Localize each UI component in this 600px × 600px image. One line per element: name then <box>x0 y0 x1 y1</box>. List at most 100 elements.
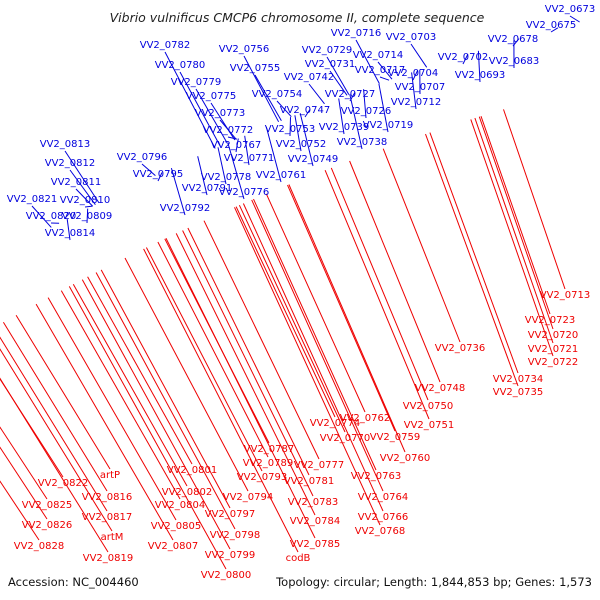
forward-gene-label[interactable]: VV2_0812 <box>45 158 96 169</box>
reverse-gene-label[interactable]: VV2_0800 <box>201 570 252 581</box>
reverse-gene-label[interactable]: VV2_0816 <box>82 492 133 503</box>
reverse-gene-label[interactable]: VV2_0723 <box>525 315 576 326</box>
reverse-gene-label[interactable]: artM <box>101 532 124 543</box>
forward-gene-label[interactable]: VV2_0726 <box>341 106 392 117</box>
reverse-gene-label[interactable]: VV2_0787 <box>244 444 295 455</box>
reverse-gene-label[interactable]: VV2_0735 <box>493 387 544 398</box>
forward-gene-label[interactable]: VV2_0796 <box>117 152 168 163</box>
reverse-gene-label[interactable]: VV2_0713 <box>540 290 591 301</box>
reverse-gene-label[interactable]: VV2_0826 <box>22 520 73 531</box>
forward-gene-label[interactable]: VV2_0752 <box>276 139 327 150</box>
reverse-gene-label[interactable]: VV2_0770 <box>320 433 371 444</box>
forward-gene-label[interactable]: VV2_0678 <box>488 34 539 45</box>
forward-gene-label[interactable]: VV2_0707 <box>395 82 446 93</box>
reverse-gene-label[interactable]: VV2_0819 <box>83 553 134 564</box>
forward-gene-label[interactable]: VV2_0776 <box>219 187 270 198</box>
forward-gene-label[interactable]: VV2_0775 <box>186 91 237 102</box>
reverse-gene-label[interactable]: VV2_0783 <box>288 497 339 508</box>
forward-gene-label[interactable]: VV2_0810 <box>60 195 111 206</box>
forward-gene-label[interactable]: VV2_0731 <box>305 59 356 70</box>
forward-gene-label[interactable]: VV2_0820 <box>26 211 77 222</box>
reverse-gene-label[interactable]: VV2_0805 <box>151 521 202 532</box>
forward-gene-label[interactable]: VV2_0717 <box>355 65 406 76</box>
forward-gene-label[interactable]: VV2_0702 <box>438 52 489 63</box>
forward-gene-label[interactable]: VV2_0811 <box>51 177 102 188</box>
reverse-gene-label[interactable]: VV2_0763 <box>351 471 402 482</box>
reverse-gene-label[interactable]: VV2_0721 <box>528 344 579 355</box>
forward-gene-label[interactable]: VV2_0683 <box>489 56 540 67</box>
forward-gene-label[interactable]: VV2_0703 <box>386 32 437 43</box>
reverse-gene-label[interactable]: VV2_0828 <box>14 541 65 552</box>
forward-gene-label[interactable]: VV2_0727 <box>325 89 376 100</box>
reverse-gene-label[interactable]: VV2_0751 <box>404 420 455 431</box>
reverse-gene-label[interactable]: VV2_0736 <box>435 343 486 354</box>
reverse-gene-label[interactable]: VV2_0797 <box>205 509 256 520</box>
forward-gene-label[interactable]: VV2_0749 <box>288 154 339 165</box>
forward-gene-label[interactable]: VV2_0761 <box>256 170 307 181</box>
reverse-gene-label[interactable]: VV2_0759 <box>370 432 421 443</box>
forward-gene-label[interactable]: VV2_0719 <box>363 120 414 131</box>
forward-gene-label[interactable]: VV2_0814 <box>45 228 96 239</box>
callout-line <box>294 115 302 152</box>
reverse-gene-label[interactable]: VV2_0748 <box>415 383 466 394</box>
reverse-gene-label[interactable]: artP <box>100 470 120 481</box>
forward-gene-label[interactable]: VV2_0772 <box>203 125 254 136</box>
reverse-gene-label[interactable]: VV2_0801 <box>167 465 218 476</box>
reverse-gene-label[interactable]: VV2_0817 <box>82 512 133 523</box>
forward-gene-label[interactable]: VV2_0813 <box>40 139 91 150</box>
reverse-gene-label[interactable]: VV2_0794 <box>223 492 274 503</box>
forward-gene-label[interactable]: VV2_0767 <box>211 140 262 151</box>
forward-gene-label[interactable]: VV2_0756 <box>219 44 270 55</box>
forward-gene-label[interactable]: VV2_0738 <box>337 137 388 148</box>
reverse-gene-label[interactable]: VV2_0784 <box>290 516 341 527</box>
forward-gene-label[interactable]: VV2_0782 <box>140 40 191 51</box>
reverse-gene-label[interactable]: VV2_0798 <box>210 530 261 541</box>
forward-gene-label[interactable]: VV2_0779 <box>171 77 222 88</box>
forward-gene-label[interactable]: VV2_0773 <box>195 108 246 119</box>
forward-gene-label[interactable]: VV2_0673 <box>545 4 596 15</box>
forward-gene-label[interactable]: VV2_0809 <box>62 211 113 222</box>
forward-gene-label[interactable]: VV2_0712 <box>391 97 442 108</box>
reverse-gene-label[interactable]: VV2_0802 <box>162 487 213 498</box>
reverse-gene-label[interactable]: VV2_0750 <box>403 401 454 412</box>
forward-gene-label[interactable]: VV2_0791 <box>182 183 233 194</box>
reverse-gene-label[interactable]: VV2_0768 <box>355 526 406 537</box>
reverse-gene-label[interactable]: VV2_0722 <box>528 357 579 368</box>
forward-gene-label[interactable]: VV2_0704 <box>388 68 439 79</box>
reverse-gene-label[interactable]: VV2_0774 <box>310 418 361 429</box>
forward-gene-label[interactable]: VV2_0780 <box>155 60 206 71</box>
reverse-gene-label[interactable]: VV2_0760 <box>380 453 431 464</box>
reverse-gene-label[interactable]: VV2_0804 <box>155 500 206 511</box>
forward-gene-label[interactable]: VV2_0693 <box>455 70 506 81</box>
forward-gene-label[interactable]: VV2_0795 <box>133 169 184 180</box>
forward-gene-label[interactable]: VV2_0742 <box>284 72 335 83</box>
reverse-gene-label[interactable]: VV2_0766 <box>358 512 409 523</box>
reverse-gene-label[interactable]: VV2_0764 <box>358 492 409 503</box>
forward-gene-label[interactable]: VV2_0716 <box>331 28 382 39</box>
forward-gene-label[interactable]: VV2_0771 <box>224 153 275 164</box>
reverse-gene-label[interactable]: codB <box>286 553 311 564</box>
forward-gene-label[interactable]: VV2_0778 <box>201 172 252 183</box>
reverse-gene-label[interactable]: VV2_0781 <box>284 476 335 487</box>
forward-gene-label[interactable]: VV2_0753 <box>265 124 316 135</box>
reverse-gene-label[interactable]: VV2_0785 <box>290 539 341 550</box>
forward-gene-label[interactable]: VV2_0729 <box>302 45 353 56</box>
reverse-gene-label[interactable]: VV2_0777 <box>294 460 345 471</box>
forward-gene-label[interactable]: VV2_0739 <box>319 122 370 133</box>
reverse-gene-label[interactable]: VV2_0720 <box>528 330 579 341</box>
forward-gene-label[interactable]: VV2_0792 <box>160 203 211 214</box>
reverse-gene-label[interactable]: VV2_0799 <box>205 550 256 561</box>
forward-gene-label[interactable]: VV2_0754 <box>252 89 303 100</box>
forward-gene-label[interactable]: VV2_0821 <box>7 194 58 205</box>
forward-gene-label[interactable]: VV2_0675 <box>526 20 577 31</box>
reverse-gene-label[interactable]: VV2_0825 <box>22 500 73 511</box>
reverse-gene-label[interactable]: VV2_0793 <box>237 472 288 483</box>
reverse-gene-label[interactable]: VV2_0789 <box>243 458 294 469</box>
forward-gene-label[interactable]: VV2_0714 <box>353 50 404 61</box>
reverse-gene-label[interactable]: VV2_0807 <box>148 541 199 552</box>
reverse-gene-label[interactable]: VV2_0762 <box>340 413 391 424</box>
reverse-gene-label[interactable]: VV2_0822 <box>38 478 89 489</box>
reverse-gene-label[interactable]: VV2_0734 <box>493 374 544 385</box>
forward-gene-label[interactable]: VV2_0755 <box>230 63 281 74</box>
forward-gene-label[interactable]: VV2_0747 <box>280 105 331 116</box>
